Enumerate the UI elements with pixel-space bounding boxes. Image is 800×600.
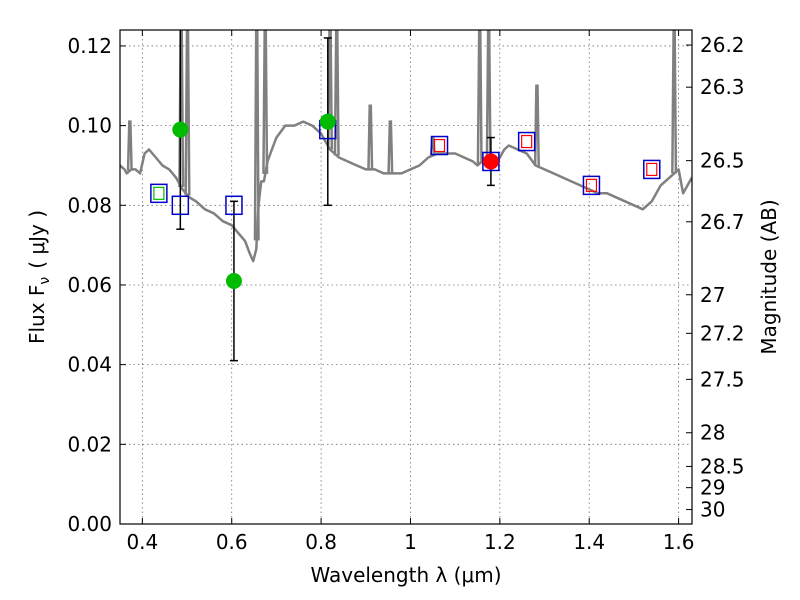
data-markers: [150, 30, 661, 362]
x-tick-label: 1: [404, 530, 417, 554]
y-tick-label: 0.12: [67, 34, 112, 58]
y-axis-label: Flux Fν ( μJy ): [25, 210, 53, 344]
y-tick-label: 0.04: [67, 353, 112, 377]
x-tick-label: 1.4: [573, 530, 605, 554]
mag-tick-label: 28.5: [700, 454, 745, 478]
emission-line: [367, 104, 374, 170]
mag-tick-label: 29: [700, 476, 725, 500]
x-tick-label: 0.8: [305, 530, 337, 554]
emission-line: [387, 120, 394, 174]
mag-tick-label: 26.5: [700, 149, 745, 173]
model-flux-square: [430, 135, 449, 156]
observed-flux-point: [225, 272, 242, 289]
mag-tick-label: 27: [700, 283, 725, 307]
emission-line: [126, 120, 133, 171]
x-tick-label: 0.6: [216, 530, 248, 554]
emission-line: [671, 30, 678, 174]
model-flux-square: [582, 175, 601, 196]
mag-tick-label: 28: [700, 421, 725, 445]
emission-line: [253, 30, 260, 241]
model-flux-inner-square: [585, 178, 598, 192]
model-flux-square: [150, 183, 168, 204]
y-axis-label-main: Flux F: [25, 285, 49, 344]
emission-line: [476, 30, 483, 164]
y-tick-label: 0.00: [67, 512, 112, 536]
model-flux-inner-square: [153, 186, 165, 200]
mag-tick-label: 27.2: [700, 321, 745, 345]
model-flux-square: [171, 195, 190, 216]
grid-layer: [120, 30, 692, 524]
emission-line: [333, 30, 340, 156]
emission-line: [485, 30, 492, 166]
emission-line: [326, 30, 334, 150]
axes: 0.4 0.6 0.8 1 1.2 1.4 1.6 0.00 0.02 0.04 0.06 0.08 0…: [67, 30, 745, 554]
x-tick-label: 1.6: [663, 530, 695, 554]
y-axis-label-unit: ( μJy ): [25, 210, 49, 269]
x-tick-label: 0.4: [126, 530, 158, 554]
observed-flux-point: [482, 153, 499, 170]
emission-line: [262, 30, 269, 174]
y-axis-label-sub: ν: [37, 277, 53, 285]
model-flux-square: [225, 195, 243, 216]
observed-flux-point: [172, 121, 189, 138]
model-flux-square: [643, 159, 661, 180]
emission-line: [533, 84, 540, 167]
model-spectrum: [120, 30, 692, 263]
x-axis-label: Wavelength λ (μm): [310, 563, 501, 587]
y-tick-label: 0.08: [67, 193, 112, 217]
model-flux-inner-square: [433, 138, 446, 153]
plot-frame: [119, 29, 693, 525]
mag-tick-label: 27.5: [700, 367, 745, 391]
mag-tick-label: 30: [700, 498, 725, 522]
mag-tick-label: 26.3: [700, 75, 745, 99]
mag-tick-label: 26.7: [700, 210, 745, 234]
emission-line: [184, 30, 191, 196]
model-flux-square: [517, 131, 536, 152]
model-flux-inner-square: [646, 162, 658, 177]
observed-flux-point: [319, 113, 336, 130]
y-tick-label: 0.06: [67, 273, 112, 297]
y-tick-label: 0.02: [67, 432, 112, 456]
x-tick-label: 1.2: [484, 530, 516, 554]
spectrum-continuum: [120, 120, 692, 263]
y-tick-label: 0.10: [67, 114, 112, 138]
mag-tick-label: 26.2: [700, 33, 745, 57]
y2-axis-label: Magnitude (AB): [757, 199, 781, 354]
model-flux-inner-square: [521, 134, 533, 149]
